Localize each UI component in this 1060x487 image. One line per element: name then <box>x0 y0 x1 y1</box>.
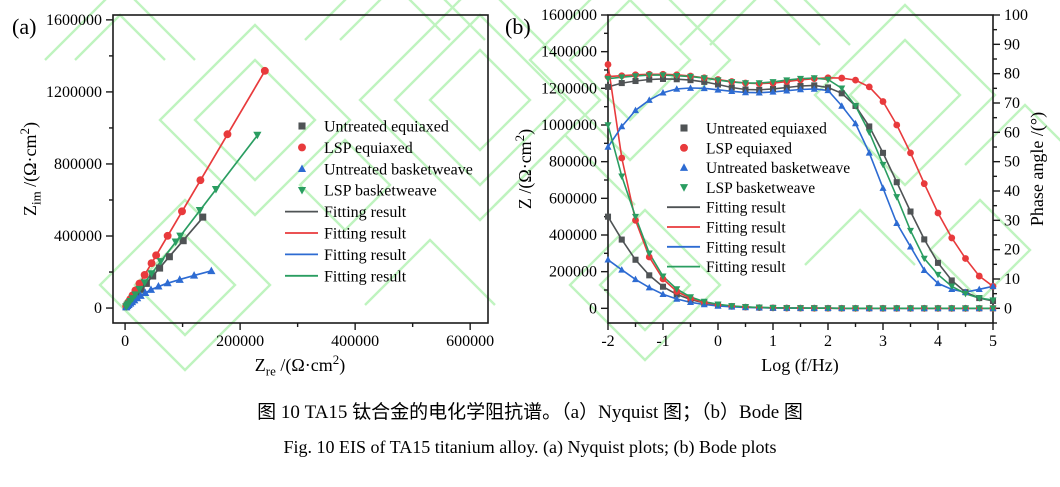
svg-text:60: 60 <box>1004 124 1020 141</box>
nyquist-panel: 0 200000 400000 600000 0 400000 800000 1200000 1… <box>12 12 494 378</box>
svg-text:20: 20 <box>1004 242 1020 259</box>
svg-text:600000: 600000 <box>446 333 494 350</box>
svg-text:0: 0 <box>121 333 129 350</box>
bode-x-label: Log (f/Hz) <box>761 355 838 376</box>
svg-text:1400000: 1400000 <box>541 44 597 61</box>
bode-series-lsp-basketweave <box>604 72 997 313</box>
tick-labels: -2 -1 0 1 2 3 4 5020000040000060000080000010000… <box>541 7 1028 350</box>
svg-text:10: 10 <box>1004 271 1020 288</box>
legend-label: Fitting result <box>706 259 786 276</box>
svg-text:400000: 400000 <box>549 227 597 244</box>
svg-text:30: 30 <box>1004 212 1020 229</box>
panel-label-a: (a) <box>12 14 36 39</box>
svg-text:0: 0 <box>714 333 722 350</box>
svg-text:800000: 800000 <box>549 154 597 171</box>
svg-text:1600000: 1600000 <box>541 7 597 24</box>
legend-item: Fitting result <box>285 204 407 221</box>
bode-panel: -2 -1 0 1 2 3 4 5020000040000060000080000010000… <box>505 7 1048 376</box>
svg-text:1600000: 1600000 <box>46 12 102 29</box>
legend-label: Untreated basketweave <box>324 161 473 178</box>
svg-text:Z /(Ω·cm2): Z /(Ω·cm2) <box>512 129 536 209</box>
legend-label: Fitting result <box>324 247 407 264</box>
svg-text:90: 90 <box>1004 36 1020 53</box>
legend-item: Fitting result <box>285 226 407 243</box>
svg-text:0: 0 <box>1004 300 1012 317</box>
legend: Untreated equiaxed LSP equiaxed Untreated … <box>667 121 850 276</box>
legend-item: Untreated equiaxed <box>298 119 449 136</box>
legend-item: Fitting result <box>667 220 786 237</box>
legend-label: LSP basketweave <box>706 180 815 197</box>
svg-text:1200000: 1200000 <box>541 80 597 97</box>
svg-text:3: 3 <box>879 333 887 350</box>
svg-text:-1: -1 <box>656 333 669 350</box>
caption-line-zh: 图 10 TA15 钛合金的电化学阻抗谱。（a）Nyquist 图；（b）Bod… <box>257 402 803 423</box>
svg-text:80: 80 <box>1004 66 1020 83</box>
svg-text:Zre /(Ω·cm2): Zre /(Ω·cm2) <box>255 352 345 378</box>
svg-text:-2: -2 <box>601 333 614 350</box>
tick-labels: 0 200000 400000 600000 0 400000 800000 1200000 1… <box>46 12 494 350</box>
legend-label: Fitting result <box>324 226 407 243</box>
svg-text:1000000: 1000000 <box>541 117 597 134</box>
legend-label: Fitting result <box>706 200 786 217</box>
legend-item: LSP basketweave <box>679 180 815 197</box>
legend-label: Fitting result <box>706 220 786 237</box>
legend-label: Untreated basketweave <box>706 160 850 177</box>
legend-item: Untreated equiaxed <box>680 121 827 138</box>
svg-text:5: 5 <box>989 333 997 350</box>
ticks <box>601 14 1000 330</box>
svg-text:4: 4 <box>934 333 942 350</box>
watermark <box>44 0 1060 372</box>
legend-item: Untreated basketweave <box>679 160 850 177</box>
legend-item: Fitting result <box>285 247 407 264</box>
legend-item: Fitting result <box>667 200 786 217</box>
svg-text:400000: 400000 <box>54 228 102 245</box>
svg-text:70: 70 <box>1004 95 1020 112</box>
svg-text:200000: 200000 <box>216 333 264 350</box>
svg-text:200000: 200000 <box>549 264 597 281</box>
svg-text:400000: 400000 <box>331 333 379 350</box>
svg-text:40: 40 <box>1004 183 1020 200</box>
legend-item: LSP equiaxed <box>298 140 413 157</box>
legend-label: LSP equiaxed <box>706 140 792 157</box>
svg-text:0: 0 <box>94 300 102 317</box>
eis-plots-svg: 0 200000 400000 600000040000080000012000001… <box>12 0 1060 378</box>
svg-text:100: 100 <box>1004 7 1028 24</box>
legend-label: Fitting result <box>324 268 407 285</box>
svg-text:2: 2 <box>824 333 832 350</box>
legend-item: Fitting result <box>285 268 407 285</box>
svg-text:800000: 800000 <box>54 156 102 173</box>
legend-label: Fitting result <box>706 239 786 256</box>
caption-line-en: Fig. 10 EIS of TA15 titanium alloy. (a) … <box>283 437 777 457</box>
ticks <box>106 19 471 330</box>
legend-label: Untreated equiaxed <box>324 119 449 136</box>
legend-label: Untreated equiaxed <box>706 121 827 138</box>
figure-caption: 图 10 TA15 钛合金的电化学阻抗谱。（a）Nyquist 图；（b）Bod… <box>0 396 1060 464</box>
svg-text:0: 0 <box>589 300 597 317</box>
svg-text:1200000: 1200000 <box>46 84 102 101</box>
legend-item: LSP equiaxed <box>680 140 792 157</box>
svg-text:Zim /(Ω·cm2): Zim /(Ω·cm2) <box>17 122 43 216</box>
legend-label: Fitting result <box>324 204 407 221</box>
svg-text:1: 1 <box>769 333 777 350</box>
legend-label: LSP equiaxed <box>324 140 413 157</box>
legend: Untreated equiaxed LSP equiaxed Untreated … <box>285 119 473 285</box>
legend-item: LSP basketweave <box>297 183 437 200</box>
nyquist-series-lsp-basketweave <box>122 131 262 311</box>
svg-text:600000: 600000 <box>549 190 597 207</box>
bode-right-label: Phase angle /(°) <box>1027 112 1048 226</box>
panel-label-b: (b) <box>505 14 531 39</box>
legend-item: Untreated basketweave <box>297 161 473 178</box>
legend-label: LSP basketweave <box>324 183 437 200</box>
legend-item: Fitting result <box>667 239 786 256</box>
svg-text:50: 50 <box>1004 154 1020 171</box>
plot-frame <box>112 14 489 324</box>
legend-item: Fitting result <box>667 259 786 276</box>
